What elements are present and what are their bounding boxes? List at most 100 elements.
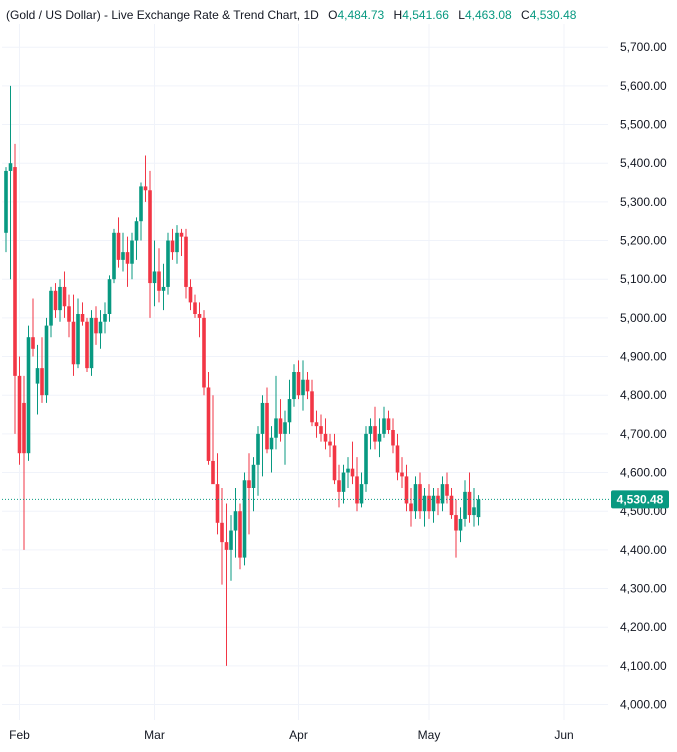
candle-body (76, 314, 80, 365)
y-tick-label: 5,200.00 (620, 234, 667, 248)
candle (467, 472, 472, 523)
candle-body (103, 314, 107, 322)
candle-body (328, 441, 332, 446)
candle-body (359, 484, 364, 504)
y-tick-label: 5,700.00 (620, 40, 667, 54)
candle (301, 360, 305, 411)
candle (125, 236, 130, 287)
candle (112, 228, 116, 284)
candle-body (287, 399, 292, 423)
y-tick-label: 4,900.00 (620, 350, 667, 364)
candle (337, 464, 341, 508)
candle (44, 317, 49, 403)
candle (197, 302, 202, 338)
candle-body (418, 484, 422, 512)
candle-body (188, 286, 193, 303)
candle (103, 302, 107, 334)
legend-close-value: 4,530.48 (529, 8, 577, 22)
candle-body (377, 433, 382, 442)
candle-body (4, 170, 8, 233)
candle-body (382, 418, 386, 434)
candle (121, 232, 125, 272)
candle-body (463, 491, 467, 519)
candle-body (125, 252, 130, 264)
candle (292, 364, 296, 407)
candle (368, 418, 373, 450)
candle (314, 410, 319, 438)
y-tick-label: 4,100.00 (620, 659, 667, 673)
candle (373, 406, 377, 450)
candle-body (391, 430, 395, 446)
candle-body (233, 511, 238, 531)
candle-body (332, 445, 337, 481)
candle (26, 325, 31, 461)
candle-body (409, 503, 413, 512)
y-tick-label: 5,100.00 (620, 272, 667, 286)
candle (458, 507, 463, 543)
candle-body (265, 402, 269, 450)
candle-body (62, 286, 67, 307)
candle-body (94, 317, 98, 334)
candle-body (431, 495, 436, 512)
candle (143, 155, 148, 202)
candle-body (323, 433, 328, 442)
candle-body (184, 236, 188, 287)
candle-body (256, 433, 260, 465)
candle-body (292, 372, 296, 400)
candle-body (220, 522, 224, 543)
candle-body (134, 221, 139, 241)
candle-body (161, 286, 166, 291)
candle (260, 395, 265, 477)
legend-high-label: H (393, 8, 403, 22)
candle-body (454, 515, 458, 531)
candle (35, 344, 40, 415)
y-tick-label: 5,600.00 (620, 79, 667, 93)
candle (148, 170, 152, 318)
candle (166, 232, 170, 295)
candle-body (197, 314, 202, 318)
candle-body (130, 240, 134, 264)
candle-body (355, 476, 359, 504)
y-tick-label: 4,700.00 (620, 427, 667, 441)
candle-body (206, 387, 211, 461)
candle-body (346, 468, 350, 473)
candle (211, 395, 215, 485)
legend-low-value: 4,463.08 (464, 8, 512, 22)
candle-body (440, 484, 445, 504)
candle (413, 476, 418, 519)
candle-body (337, 480, 341, 492)
candle (238, 503, 242, 570)
y-tick-label: 4,000.00 (620, 698, 667, 712)
candle (53, 283, 58, 318)
candle-body (26, 337, 31, 454)
legend-low-label: L (458, 8, 465, 22)
candle-body (170, 240, 175, 253)
candle (377, 418, 382, 458)
candle-body (58, 286, 62, 311)
candle-body (242, 480, 247, 558)
x-tick-label: Jun (554, 728, 573, 742)
candle-body (8, 163, 13, 171)
candle-body (341, 472, 346, 492)
candle-body (278, 418, 283, 434)
candle (391, 418, 395, 454)
y-tick-label: 4,300.00 (620, 582, 667, 596)
candle-body (472, 507, 476, 516)
candle-body (80, 314, 85, 322)
candle-body (310, 391, 314, 423)
candle (8, 85, 13, 280)
candle-body (44, 325, 49, 396)
candle (400, 457, 404, 488)
candle (472, 488, 476, 527)
candle-body (476, 499, 481, 518)
candle (278, 399, 283, 442)
candle (269, 426, 274, 473)
candle (287, 379, 292, 434)
candle (175, 225, 179, 264)
candle-body (260, 402, 265, 434)
y-tick-label: 5,000.00 (620, 311, 667, 325)
candle (359, 472, 364, 508)
candle-body (139, 186, 143, 222)
candle-body (193, 302, 197, 314)
candle-body (395, 445, 400, 473)
